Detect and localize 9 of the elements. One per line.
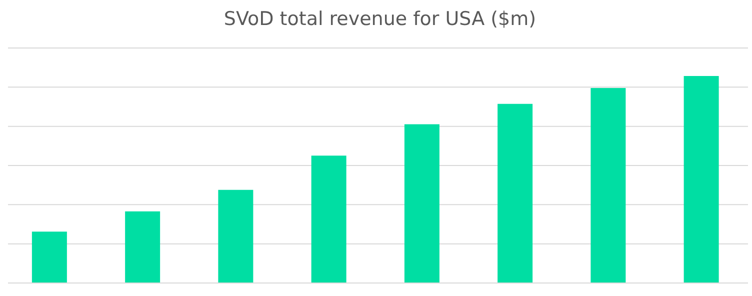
bar — [218, 190, 254, 283]
bar — [311, 156, 346, 283]
bar — [684, 76, 719, 283]
chart-title: SVoD total revenue for USA ($m) — [222, 8, 538, 32]
bar — [498, 104, 533, 283]
bar — [590, 88, 626, 283]
bar — [32, 232, 67, 283]
bar — [125, 211, 160, 283]
bar — [404, 124, 440, 283]
